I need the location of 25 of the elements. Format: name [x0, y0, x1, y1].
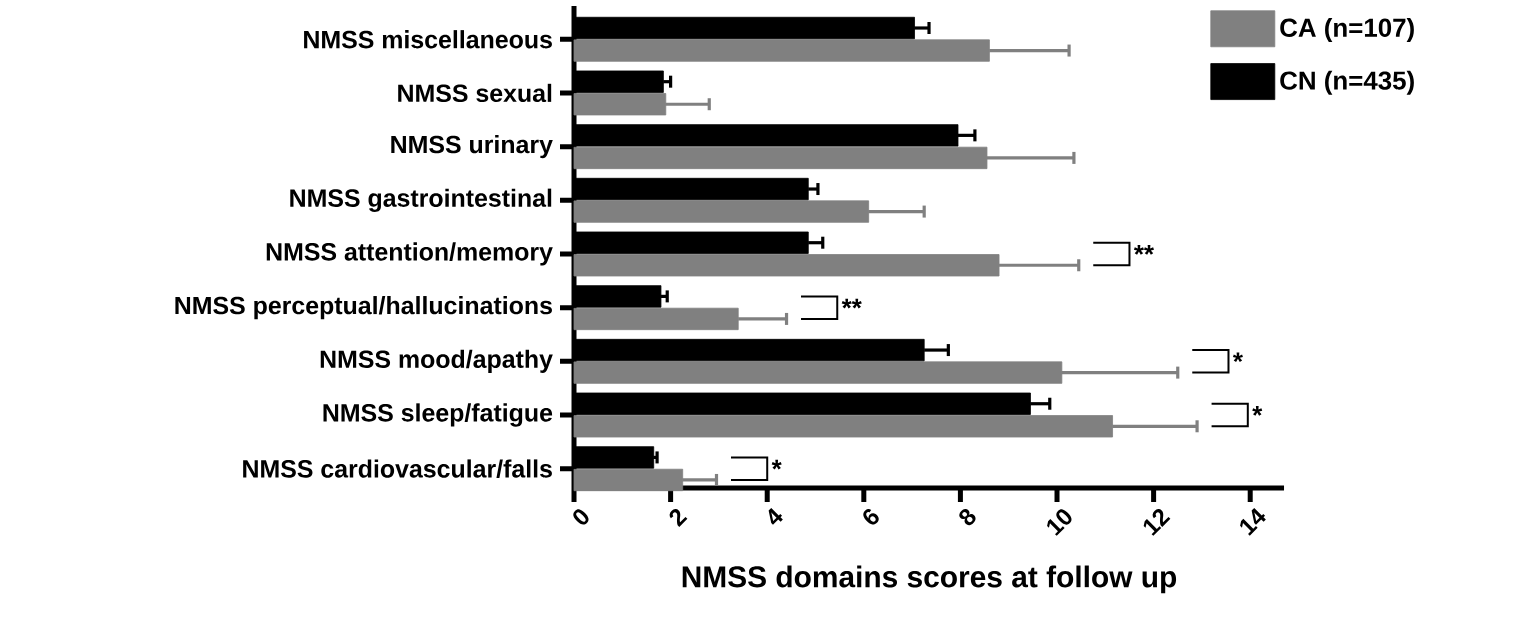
legend-label: CN (n=435): [1280, 70, 1414, 95]
x-tick-label: 14: [1240, 507, 1266, 536]
x-tick-label: 2: [669, 509, 688, 527]
x-tick-label: 4: [768, 507, 783, 525]
x-tick-label: 10: [1047, 509, 1072, 536]
x-tick-label: 6: [863, 509, 879, 525]
y-tick-label: NMSS mood/apathy: [320, 349, 553, 373]
y-tick-label: NMSS miscellaneous: [304, 30, 552, 49]
y-tick-label: NMSS perceptual/hallucinations: [175, 296, 552, 320]
y-tick-label: NMSS gastrointestinal: [290, 188, 552, 212]
y-tick-label: NMSS sexual: [398, 83, 552, 103]
x-tick-label: 12: [1143, 509, 1171, 536]
y-tick-label: NMSS attention/memory: [266, 242, 553, 266]
annotation: *: [1252, 406, 1263, 416]
x-axis-title: NMSS domains scores at follow up: [682, 565, 1177, 594]
y-tick-label: NMSS cardiovascular/falls: [243, 459, 552, 478]
legend-label: CA (n=107): [1280, 17, 1414, 43]
y-tick-label: NMSS urinary: [391, 135, 553, 159]
annotation: **: [841, 298, 862, 309]
y-tick-label: NMSS sleep/fatigue: [323, 403, 553, 427]
x-tick-label: 0: [573, 509, 589, 525]
annotation: *: [1232, 352, 1243, 363]
annotation: **: [1133, 245, 1154, 255]
annotation: *: [771, 459, 782, 470]
x-tick-label: 8: [959, 508, 976, 526]
